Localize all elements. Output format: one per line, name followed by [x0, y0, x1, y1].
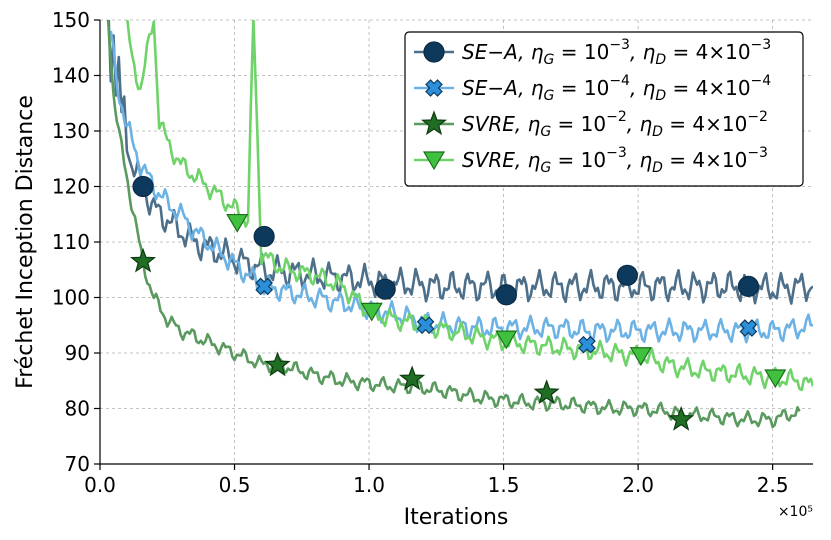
y-tick-label: 70	[65, 452, 90, 476]
series-3-marker	[668, 405, 695, 431]
x-tick-label: 1.5	[488, 473, 520, 497]
x-axis-label: Iterations	[404, 505, 509, 530]
legend-frame	[404, 31, 804, 187]
series-1-marker	[253, 225, 275, 248]
legend-label-3: SVRE, ηG = 10−2, ηD = 4×10−2	[462, 109, 768, 140]
series-3-marker	[533, 379, 560, 405]
series-1-marker	[737, 275, 760, 297]
series-line-2	[109, 30, 813, 344]
legend-marker-2	[425, 79, 443, 97]
series-line-1	[107, 20, 813, 305]
legend-marker-3	[420, 110, 448, 136]
x-axis-multiplier: ×10⁵	[778, 504, 813, 520]
x-tick-label: 2.0	[622, 473, 654, 497]
legend-label-4: SVRE, ηG = 10−3, ηD = 4×10−3	[462, 145, 768, 176]
series-line-4	[126, 20, 813, 392]
legend: SE−A, ηG = 10−3, ηD = 4×10−3 SE−A, ηG = 1…	[404, 31, 804, 187]
x-tick-label: 0.5	[219, 473, 251, 497]
legend-marker-1	[423, 41, 445, 63]
y-ticks: 70 80 90 100 110 120 130 140 150	[52, 8, 100, 476]
series-2-marker	[739, 319, 758, 337]
series-1-marker	[495, 284, 517, 306]
y-tick-label: 140	[52, 64, 90, 88]
legend-marker-4	[422, 151, 446, 171]
series-lines	[106, 20, 813, 429]
series-4-marker	[226, 213, 249, 233]
y-tick-label: 90	[65, 341, 90, 365]
y-axis-label: Fréchet Inception Distance	[13, 95, 38, 389]
series-1-marker	[374, 278, 396, 300]
series-2-marker	[416, 316, 435, 335]
series-2-marker	[578, 335, 596, 354]
y-tick-label: 100	[52, 286, 90, 310]
series-4-marker	[629, 347, 652, 366]
y-tick-label: 130	[52, 119, 90, 143]
series-3-marker	[399, 365, 426, 391]
x-tick-label: 1.0	[353, 473, 385, 497]
series-4-marker	[495, 330, 518, 350]
series-2-marker	[255, 277, 273, 296]
x-ticks: 0.0 0.5 1.0 1.5 2.0 2.5	[84, 464, 789, 497]
x-tick-label: 2.5	[757, 473, 789, 497]
y-tick-label: 80	[65, 397, 90, 421]
series-1-marker	[132, 175, 154, 198]
series-4-marker	[764, 369, 787, 389]
y-tick-label: 150	[52, 8, 90, 32]
series-1-marker	[616, 264, 638, 286]
series-3-marker	[129, 247, 157, 273]
legend-label-2: SE−A, ηG = 10−4, ηD = 4×10−4	[462, 73, 771, 104]
y-tick-label: 120	[52, 175, 90, 199]
y-tick-label: 110	[52, 230, 90, 254]
series-markers	[129, 175, 787, 431]
legend-label-1: SE−A, ηG = 10−3, ηD = 4×10−3	[462, 37, 771, 68]
series-3-marker	[264, 351, 291, 377]
x-tick-label: 0.0	[84, 473, 116, 497]
series-4-marker	[360, 302, 383, 322]
